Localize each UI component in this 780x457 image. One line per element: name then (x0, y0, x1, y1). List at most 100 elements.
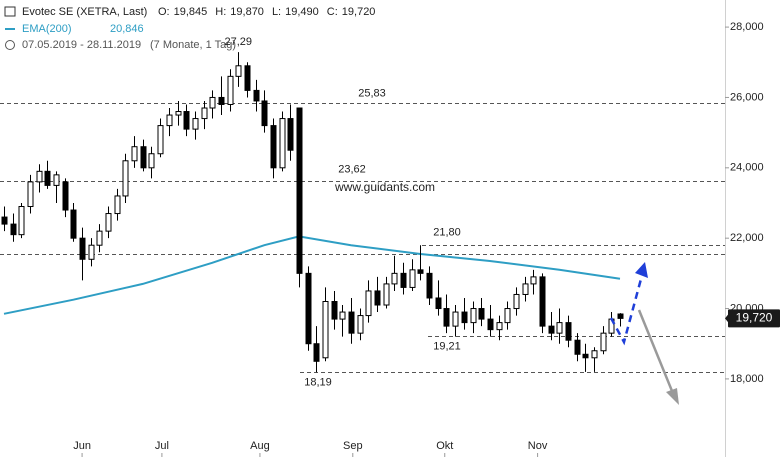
candle-body (105, 213, 112, 232)
quote-value: 19,845 (174, 6, 208, 18)
candle-body (574, 339, 581, 355)
candle-body (88, 244, 95, 260)
quote-value: 19,490 (285, 6, 319, 18)
watermark: www.guidants.com (334, 180, 435, 194)
level-label: 25,83 (358, 87, 386, 99)
candle-body (270, 125, 277, 169)
quotes: O: 19,845 H: 19,870 L: 19,490 C: 19,720 (158, 6, 375, 18)
candle-body (131, 146, 138, 162)
forecast-arrow-down (637, 309, 674, 392)
annotation: 27,29 (224, 36, 252, 48)
candle-body (600, 332, 607, 352)
quote-label: O: (158, 6, 170, 18)
candle-body (417, 269, 424, 274)
candle-body (1, 216, 8, 225)
clock-icon (5, 40, 15, 50)
candle-body (27, 181, 34, 208)
candle-body (339, 311, 346, 320)
candle-body (218, 96, 225, 105)
ema-name: EMA(200) (22, 23, 72, 35)
candle-body (70, 209, 77, 239)
candle-body (582, 353, 589, 359)
candle-body (565, 322, 572, 341)
candle-body (79, 237, 86, 260)
x-tick-label: Okt (436, 440, 453, 452)
candle-body (209, 96, 216, 109)
x-tick-label: Aug (250, 440, 270, 452)
candle-body (435, 297, 442, 310)
candle-body (279, 118, 286, 169)
candle-icon (4, 6, 16, 17)
ema-value: 20,846 (110, 23, 144, 35)
forecast-arrow-up (609, 278, 643, 346)
last-price-tag (728, 309, 780, 328)
quote-label: L: (272, 6, 281, 18)
candle-body (175, 111, 182, 116)
candle-body (556, 322, 563, 334)
date-range: 07.05.2019 - 28.11.2019 (22, 39, 141, 51)
last-price-label: 19,720 (736, 311, 773, 325)
candle-body (36, 170, 43, 183)
candle-body (261, 100, 268, 127)
candle-body (10, 223, 17, 236)
candle-body (296, 107, 303, 274)
candle-body (287, 118, 294, 151)
candle-body (53, 174, 60, 186)
levels: 25,83 23,62 21,80 19,21 18,19 (0, 87, 725, 388)
candle-body (44, 170, 51, 186)
candle-body (461, 311, 468, 324)
quote-value: 19,720 (342, 6, 376, 18)
instrument: Evotec SE (XETRA, Last) (22, 6, 147, 18)
level-label: 18,19 (304, 376, 332, 388)
candle-body (487, 318, 494, 331)
candle-body (192, 118, 199, 130)
candle-body (235, 65, 242, 77)
candle-body (617, 313, 624, 319)
x-tick-label: Jun (73, 440, 91, 452)
candle-body (331, 301, 338, 320)
level-label: 21,80 (433, 226, 461, 238)
candle-body (114, 195, 121, 215)
candle-body (513, 293, 520, 310)
arrow-head (666, 388, 679, 405)
quote-label: H: (215, 6, 226, 18)
candle-body (348, 311, 355, 334)
x-tick-label: Nov (528, 440, 548, 452)
candle-body (400, 272, 407, 288)
candle-body (539, 276, 546, 327)
candle-body (470, 308, 477, 324)
candle-body (201, 107, 208, 120)
candle-body (322, 301, 329, 359)
level-label: 23,62 (338, 163, 366, 175)
level-label: 19,21 (433, 340, 461, 352)
candle-body (504, 308, 511, 324)
candle-body (383, 283, 390, 306)
y-tick-label: 18,000 (730, 373, 764, 385)
candle-body (157, 125, 164, 155)
candle-body (96, 230, 103, 246)
candle-body (166, 114, 173, 127)
quote-label: C: (327, 6, 338, 18)
candle-body (365, 290, 372, 317)
candle-body (140, 146, 147, 169)
candle-body (357, 315, 364, 334)
candle-body (62, 181, 69, 211)
period: (7 Monate, 1 Tag) (150, 39, 236, 51)
quote-value: 19,870 (230, 6, 264, 18)
candle-body (409, 269, 416, 288)
candle-body (478, 308, 485, 320)
candle-body (148, 153, 155, 169)
y-tick-label: 24,000 (730, 162, 764, 174)
candle-body (391, 272, 398, 285)
candles (1, 52, 624, 373)
y-tick-label: 26,000 (730, 91, 764, 103)
candle-body (313, 343, 320, 362)
candle-body (548, 325, 555, 334)
y-tick-label: 28,000 (730, 21, 764, 33)
x-tick-label: Jul (155, 440, 169, 452)
candle-body (530, 276, 537, 285)
